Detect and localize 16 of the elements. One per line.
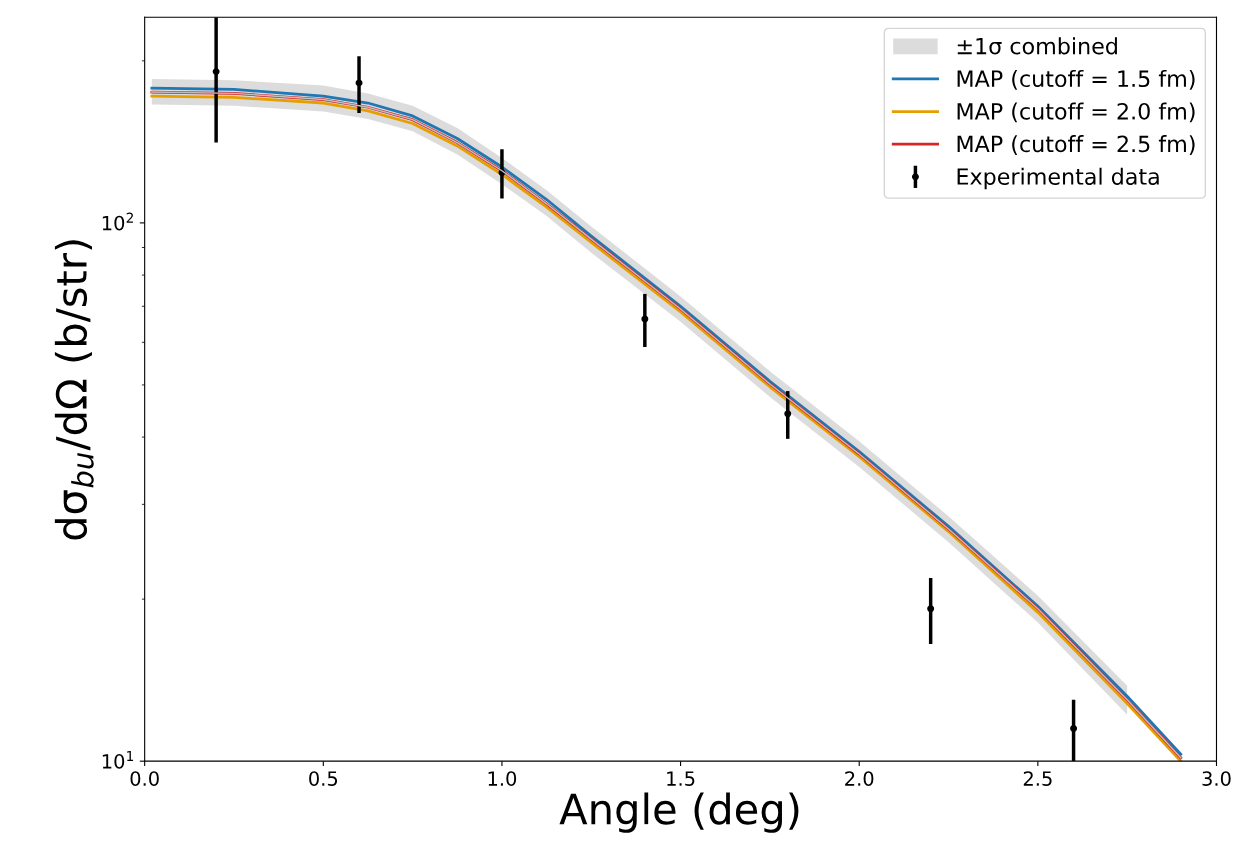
x-tick-label: 1.0 (488, 771, 517, 786)
y-axis-title: dσ$_{bu}$/dΩ (b/str) (54, 240, 94, 540)
x-tick-label: 1.5 (667, 771, 695, 786)
legend-label: MAP (cutoff = 2.5 fm) (957, 135, 1195, 155)
x-axis-title: Angle (deg) (559, 792, 799, 833)
x-tick-label: 3.0 (1202, 771, 1231, 786)
legend-label: ±1σ combined (957, 37, 1117, 55)
y-tick-label: 10$^{2}$ (102, 212, 133, 231)
x-tick-label: 0.0 (130, 771, 159, 786)
x-tick-label: 2.5 (1023, 771, 1052, 786)
x-tick-label: 0.5 (309, 771, 338, 786)
legend-label: MAP (cutoff = 1.5 fm) (957, 69, 1195, 90)
legend-label: Experimental data (957, 167, 1159, 190)
x-tick-label: 2.0 (845, 771, 874, 786)
y-tick-label: 10$^{1}$ (102, 751, 134, 769)
legend-label: MAP (cutoff = 2.0 fm) (957, 102, 1195, 123)
